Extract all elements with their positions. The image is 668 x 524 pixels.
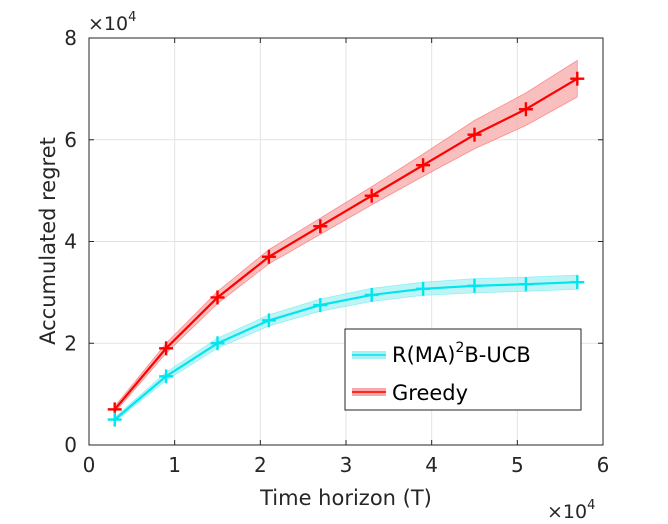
- marker-greedy: [570, 71, 585, 86]
- y-tick-label: 0: [64, 433, 77, 457]
- marker-r-ma-2b-ucb: [159, 369, 174, 384]
- marker-r-ma-2b-ucb: [261, 313, 276, 328]
- x-tick-label: 5: [511, 453, 524, 477]
- band-r-ma-2b-ucb: [114, 274, 578, 423]
- marker-r-ma-2b-ucb: [570, 275, 585, 290]
- marker-r-ma-2b-ucb: [518, 277, 533, 292]
- x-tick-label: 0: [83, 453, 96, 477]
- y-axis-multiplier: ×104: [88, 10, 136, 35]
- marker-greedy: [210, 290, 225, 305]
- marker-greedy: [416, 158, 431, 173]
- y-tick-label: 2: [64, 331, 77, 355]
- x-tick-label: 1: [168, 453, 181, 477]
- x-tick-label: 3: [340, 453, 353, 477]
- x-tick-label: 4: [425, 453, 438, 477]
- marker-greedy: [313, 219, 328, 234]
- y-tick-label: 6: [64, 128, 77, 152]
- series-markers: [107, 71, 585, 427]
- band-greedy: [114, 59, 578, 414]
- y-tick-label: 4: [64, 230, 77, 254]
- x-tick-label: 2: [254, 453, 267, 477]
- x-tick-label: 6: [597, 453, 610, 477]
- marker-r-ma-2b-ucb: [416, 281, 431, 296]
- marker-r-ma-2b-ucb: [467, 278, 482, 293]
- confidence-bands: [114, 59, 578, 423]
- legend-label-greedy: Greedy: [392, 381, 468, 405]
- marker-greedy: [364, 188, 379, 203]
- marker-greedy: [159, 341, 174, 356]
- line-greedy: [113, 77, 578, 411]
- marker-r-ma-2b-ucb: [107, 412, 122, 427]
- marker-greedy: [261, 249, 276, 264]
- marker-r-ma-2b-ucb: [313, 298, 328, 313]
- marker-r-ma-2b-ucb: [364, 287, 379, 302]
- y-tick-label: 8: [64, 26, 77, 50]
- series-lines: [113, 77, 578, 421]
- x-axis-multiplier: ×104: [547, 498, 595, 523]
- marker-greedy: [518, 102, 533, 117]
- legend: R(MA)2B-UCB Greedy: [344, 328, 582, 411]
- legend-label-rmab-ucb: R(MA)2B-UCB: [392, 340, 531, 367]
- axis-ticks: 0 1 2 3 4 5 6 0 2 4 6 8: [64, 26, 609, 477]
- marker-greedy: [467, 127, 482, 142]
- marker-r-ma-2b-ucb: [210, 336, 225, 351]
- y-axis-label: Accumulated regret: [36, 137, 60, 345]
- line-r-ma-2b-ucb: [113, 281, 578, 421]
- legend-box: [344, 328, 582, 411]
- x-axis-label: Time horizon (T): [259, 486, 432, 510]
